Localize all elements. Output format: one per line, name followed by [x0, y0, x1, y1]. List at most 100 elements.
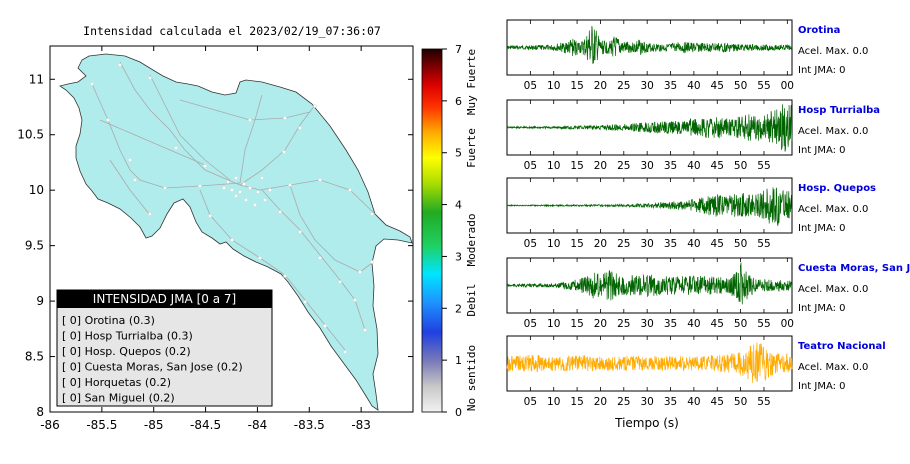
map-y-tick-label: 9 — [36, 294, 44, 308]
waveform-tick-label: 50 — [734, 238, 747, 250]
colorbar-category-label: No sentido — [465, 345, 478, 411]
station-markers — [90, 63, 374, 354]
waveform-tick-label: 55 — [757, 160, 770, 172]
map-x-tick-label: -83 — [351, 418, 371, 432]
colorbar-category-label: Moderado — [465, 214, 478, 267]
waveform-tick-label: 25 — [617, 160, 630, 172]
station-dot — [248, 118, 252, 122]
map-y-tick-label: 11 — [29, 72, 44, 86]
station-dot — [298, 230, 302, 234]
waveform-trace — [506, 25, 793, 64]
waveform-tick-label: 05 — [524, 318, 537, 330]
station-dot — [106, 118, 110, 122]
waveform-tick-label: 45 — [711, 318, 724, 330]
waveform-tick-label: 10 — [547, 238, 560, 250]
waveform-tick-label: 30 — [640, 238, 653, 250]
waveform-tick-label: 50 — [734, 318, 747, 330]
waveform-tick-label: 15 — [570, 238, 583, 250]
map-y-tick-label: 8 — [36, 405, 44, 419]
waveform-tick-label: 05 — [524, 80, 537, 92]
waveform-tick-label: 30 — [640, 160, 653, 172]
colorbar-category-label: Muy Fuerte — [465, 49, 478, 115]
colorbar-tick-label: 5 — [455, 147, 462, 160]
station-dot — [148, 212, 152, 216]
station-dot — [222, 186, 226, 190]
station-dot — [258, 256, 262, 260]
station-dot — [174, 146, 178, 150]
station-dot — [256, 190, 260, 194]
colorbar-tick-label: 3 — [455, 250, 462, 263]
waveform-tick-label: 40 — [687, 160, 700, 172]
intensity-colorbar: 7 6 5 4 3 2 1 0 Muy Fuerte Fuerte Moderado Debil No… — [421, 43, 478, 419]
legend-header — [57, 290, 272, 308]
station-dot — [198, 184, 202, 188]
waveform-tick-label: 05 — [524, 160, 537, 172]
waveform-tick-label: 40 — [687, 396, 700, 408]
station-dot — [238, 190, 242, 194]
map-y-tick-label: 10.5 — [17, 128, 44, 142]
waveform-tick-label: 25 — [617, 318, 630, 330]
waveform-tick-label: 00 — [781, 80, 794, 92]
colorbar-category-label: Debil — [465, 283, 478, 316]
map-y-tick-label: 9.5 — [25, 239, 44, 253]
colorbar-category-label: Fuerte — [465, 128, 478, 168]
station-dot — [230, 188, 234, 192]
station-dot — [268, 188, 272, 192]
station-dot — [263, 198, 267, 202]
waveform-accel-label: Acel. Max. 0.0 — [798, 46, 868, 57]
station-dot — [234, 194, 238, 198]
station-dot — [248, 186, 252, 190]
map-y-tick-label: 8.5 — [25, 350, 44, 364]
waveform-tick-label: 25 — [617, 396, 630, 408]
station-dot — [288, 183, 292, 187]
station-dot — [163, 186, 167, 190]
waveform-accel-label: Acel. Max. 0.0 — [798, 362, 868, 373]
station-dot — [353, 298, 357, 302]
station-dot — [253, 203, 257, 207]
station-dot — [338, 280, 342, 284]
colorbar-tick-label: 0 — [455, 406, 462, 419]
station-dot — [370, 212, 374, 216]
waveform-tick-label: 50 — [734, 80, 747, 92]
station-dot — [348, 188, 352, 192]
waveform-tick-label: 25 — [617, 238, 630, 250]
waveform-tick-label: 35 — [664, 238, 677, 250]
waveform-station-name: Hosp. Quepos — [798, 183, 876, 194]
station-dot — [226, 180, 230, 184]
legend-item: [ 0] Hosp. Quepos (0.2) — [62, 345, 191, 358]
station-dot — [242, 182, 246, 186]
waveform-tick-label: 20 — [594, 160, 607, 172]
station-dot — [128, 158, 132, 162]
waveform-tick-label: 10 — [547, 80, 560, 92]
station-dot — [370, 260, 374, 264]
colorbar-tick-label: 1 — [455, 354, 462, 367]
waveform-tick-label: 45 — [711, 80, 724, 92]
waveform-tick-label: 10 — [547, 396, 560, 408]
station-dot — [133, 178, 137, 182]
station-dot — [148, 76, 152, 80]
station-dot — [90, 82, 94, 86]
map-x-tick-label: -85.5 — [86, 418, 117, 432]
station-dot — [343, 350, 347, 354]
waveform-tick-label: 10 — [547, 160, 560, 172]
waveform-tick-label: 35 — [664, 396, 677, 408]
waveform-tick-label: 15 — [570, 80, 583, 92]
map-title: Intensidad calculada el 2023/02/19_07:36… — [83, 24, 381, 38]
waveform-trace — [506, 262, 793, 305]
waveform-int-label: Int JMA: 0 — [798, 381, 846, 392]
map-x-tick-label: -86 — [40, 418, 60, 432]
waveform-tick-label: 05 — [524, 396, 537, 408]
legend-item: [ 0] San Miguel (0.2) — [62, 392, 175, 405]
waveform-int-label: Int JMA: 0 — [798, 223, 846, 234]
map-y-tick-label: 10 — [29, 183, 44, 197]
waveform-tick-label: 40 — [687, 318, 700, 330]
waveform-tick-label: 30 — [640, 80, 653, 92]
legend-item: [ 0] Cuesta Moras, San Jose (0.2) — [62, 361, 243, 374]
waveform-panel: 05 10 15 20 25 30 35 40 45 50 55 00 Orotina Acel. Max… — [506, 19, 868, 92]
station-dot — [363, 328, 367, 332]
intensity-legend: INTENSIDAD JMA [0 a 7] [ 0] Orotina (0.3… — [56, 289, 273, 407]
waveform-tick-label: 55 — [757, 396, 770, 408]
waveform-tick-label: 35 — [664, 160, 677, 172]
time-axis-label: Tiempo (s) — [614, 416, 679, 430]
